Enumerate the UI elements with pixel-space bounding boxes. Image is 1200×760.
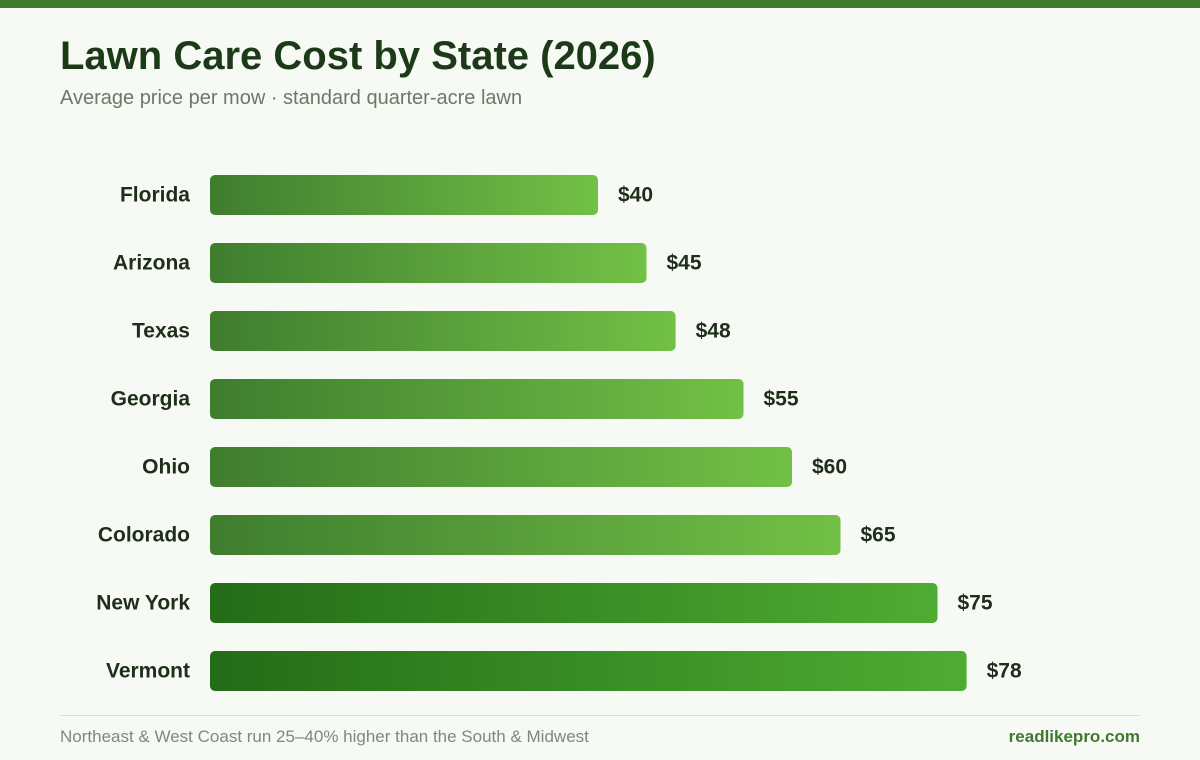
value-label-arizona: $45 [667,252,702,275]
bar-new-york [210,583,938,623]
footer-divider [60,715,1140,716]
category-label-georgia: Georgia [111,388,191,411]
category-label-vermont: Vermont [106,660,190,683]
chart-subtitle: Average price per mow · standard quarter… [60,87,523,109]
bar-georgia [210,379,744,419]
category-label-florida: Florida [120,184,190,207]
bar-ohio [210,447,792,487]
top-accent-strip [0,0,1200,8]
category-label-new-york: New York [96,592,190,615]
category-label-arizona: Arizona [113,252,190,275]
value-label-vermont: $78 [987,660,1022,683]
bar-colorado [210,515,841,555]
value-label-texas: $48 [696,320,731,343]
value-label-florida: $40 [618,184,653,207]
bar-florida [210,175,598,215]
category-label-colorado: Colorado [98,524,190,547]
bar-vermont [210,651,967,691]
category-label-ohio: Ohio [142,456,190,479]
footer-brand-link[interactable]: readlikepro.com [1008,727,1140,746]
bar-arizona [210,243,647,283]
footer-note: Northeast & West Coast run 25–40% higher… [60,727,589,746]
value-label-georgia: $55 [764,388,799,411]
value-label-colorado: $65 [861,524,896,547]
category-label-texas: Texas [132,320,190,343]
bar-group: Florida $40 Arizona $45 Texas $48 Georgia $55 Oh… [96,175,1022,691]
bar-texas [210,311,676,351]
chart-title: Lawn Care Cost by State (2026) [60,34,656,78]
bar-chart: Florida $40 Arizona $45 Texas $48 Georgia $55 Oh… [96,175,1022,691]
value-label-new-york: $75 [958,592,993,615]
value-label-ohio: $60 [812,456,847,479]
